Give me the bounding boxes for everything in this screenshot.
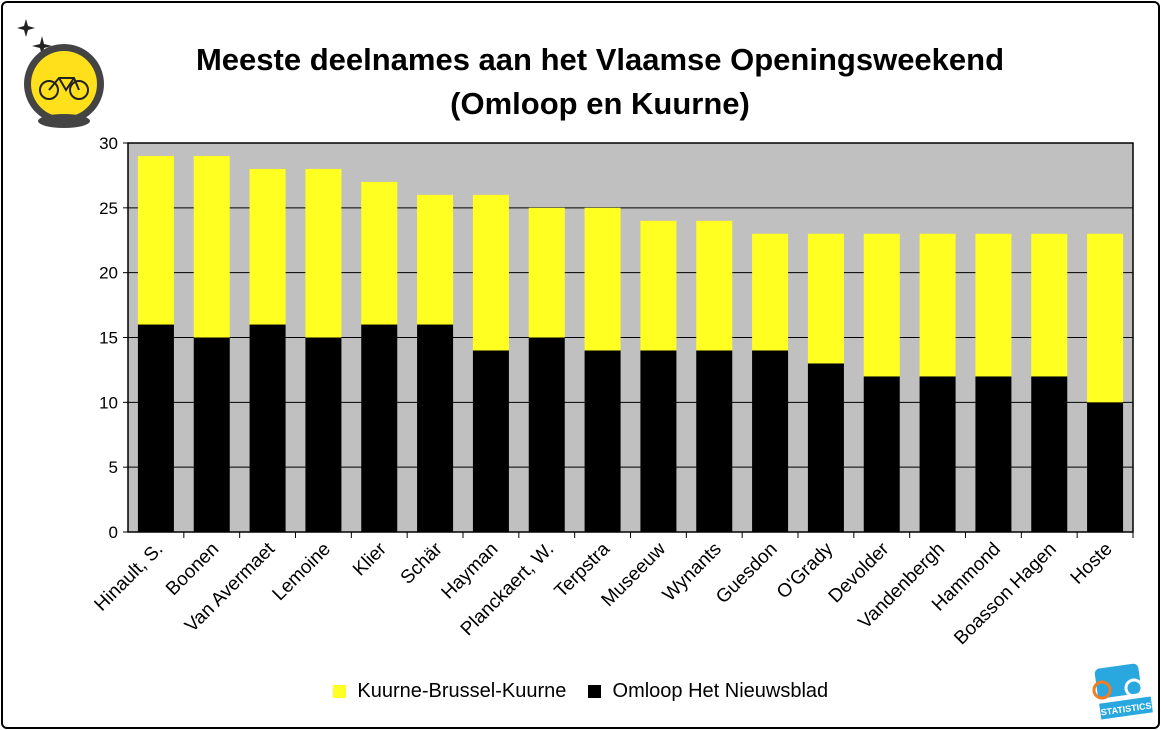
bar-omloop [975,376,1012,532]
bar-omloop [417,324,454,532]
y-tick-label: 30 [99,134,118,153]
x-tick-label: Klier [349,538,391,580]
legend-swatch-omloop [587,685,601,699]
x-tick-label: Hoste [1067,539,1117,589]
bar-omloop [305,337,342,532]
bar-kuurne [137,155,174,325]
legend-label-kuurne: Kuurne-Brussel-Kuurne [357,680,567,703]
bar-kuurne [472,194,509,351]
bar-omloop [863,376,900,532]
bar-kuurne [249,168,286,325]
bar-omloop [361,324,398,532]
plot-border [127,142,1134,533]
y-tick-label: 25 [99,199,118,218]
y-tick-label: 5 [109,458,118,477]
chart-subtitle: (Omloop en Kuurne) [450,86,750,121]
cycling-statistics-logo: STATISTICS [1092,663,1153,720]
bar-omloop [919,376,956,532]
bar-omloop [1087,402,1124,532]
bar-kuurne [584,207,621,351]
chart-title: Meeste deelnames aan het Vlaamse Opening… [195,42,1005,77]
bar-kuurne [863,233,900,377]
x-tick-label: Guesdon [712,539,781,608]
bar-omloop [752,350,789,532]
crystal-ball-bike-logo [17,19,104,128]
bar-kuurne [640,220,677,351]
bar-kuurne [919,233,956,377]
y-tick-label: 20 [99,264,118,283]
bar-kuurne [696,220,733,351]
y-tick-label: 15 [99,329,118,348]
x-tick-label: Schär [397,538,447,588]
bar-kuurne [417,194,454,325]
bar-kuurne [528,207,565,338]
bar-kuurne [975,233,1012,377]
bar-omloop [137,324,174,532]
legend-swatch-kuurne [332,685,346,699]
bar-omloop [193,337,230,532]
bar-kuurne [361,181,398,325]
bar-omloop [584,350,621,532]
bar-omloop [640,350,677,532]
bar-kuurne [193,155,230,338]
legend-label-omloop: Omloop Het Nieuwsblad [612,680,829,703]
bar-omloop [249,324,286,532]
bar-omloop [696,350,733,532]
bar-omloop [1031,376,1068,532]
bar-kuurne [305,168,342,338]
bar-omloop [472,350,509,532]
legend: Kuurne-Brussel-Kuurne Omloop Het Nieuwsb… [0,680,1161,703]
bar-kuurne [752,233,789,351]
x-tick-label: Hinault, S. [91,539,168,616]
bar-kuurne [1031,233,1068,377]
y-tick-label: 10 [99,393,118,412]
bar-omloop [528,337,565,532]
x-tick-label: Lemoine [269,539,335,605]
bar-kuurne [807,233,844,364]
bar-kuurne [1087,233,1124,403]
bar-omloop [807,363,844,532]
y-tick-label: 0 [109,523,118,542]
x-tick-label: Boasson Hagen [950,539,1060,649]
